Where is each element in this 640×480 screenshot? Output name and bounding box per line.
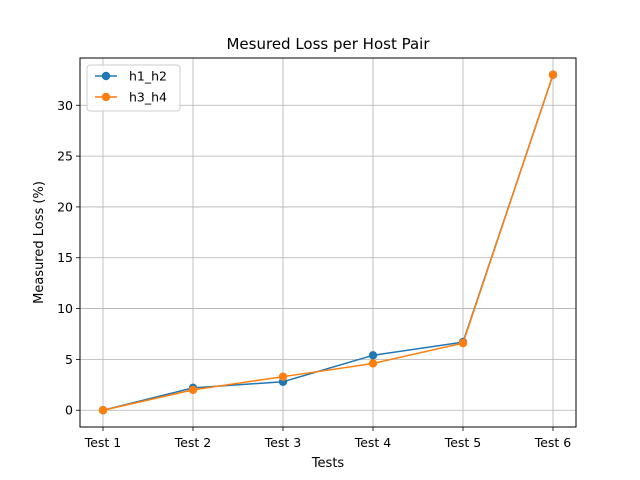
- y-tick-label: 25: [57, 149, 73, 164]
- data-point-h3_h4: [188, 385, 198, 395]
- y-tick-label: 30: [57, 98, 73, 113]
- x-tick-label: Test 4: [354, 435, 392, 450]
- series-layer: [98, 70, 558, 415]
- y-tick-label: 10: [57, 301, 73, 316]
- data-point-h3_h4: [368, 359, 378, 368]
- x-axis-title: Tests: [311, 456, 345, 471]
- x-tick-label: Test 1: [84, 435, 122, 450]
- y-tick-label: 20: [57, 199, 73, 214]
- x-tick-label: Test 5: [444, 435, 482, 450]
- series-h3_h4: [98, 70, 558, 415]
- series-line-h3_h4: [102, 74, 554, 411]
- plot-frame: [79, 57, 577, 428]
- y-axis-title: Measured Loss (%): [32, 181, 47, 304]
- legend: h1_h2 h3_h4: [86, 64, 181, 112]
- y-axis: 0 5 10 15 20 25 30: [57, 98, 80, 418]
- x-tick-label: Test 6: [534, 435, 572, 450]
- legend-marker-h1_h2: [101, 71, 111, 81]
- legend-label-h3_h4: h3_h4: [129, 90, 167, 105]
- chart-title: Mesured Loss per Host Pair: [226, 35, 430, 53]
- legend-label-h1_h2: h1_h2: [129, 69, 167, 84]
- legend-item-h3_h4: h3_h4: [95, 90, 167, 105]
- data-point-h3_h4: [548, 70, 558, 79]
- y-tick-label: 5: [65, 352, 73, 367]
- grid: [80, 58, 576, 427]
- legend-marker-h3_h4: [101, 92, 111, 102]
- data-point-h3_h4: [458, 338, 468, 348]
- data-point-h3_h4: [98, 406, 108, 415]
- data-point-h1_h2: [368, 351, 378, 360]
- y-tick-label: 15: [57, 250, 73, 265]
- legend-item-h1_h2: h1_h2: [95, 69, 167, 84]
- x-tick-label: Test 2: [174, 435, 212, 450]
- x-axis: Test 1 Test 2 Test 3 Test 4 Test 5 Test 6: [84, 427, 572, 450]
- data-point-h3_h4: [278, 372, 288, 381]
- x-tick-label: Test 3: [264, 435, 302, 450]
- y-tick-label: 0: [65, 403, 73, 418]
